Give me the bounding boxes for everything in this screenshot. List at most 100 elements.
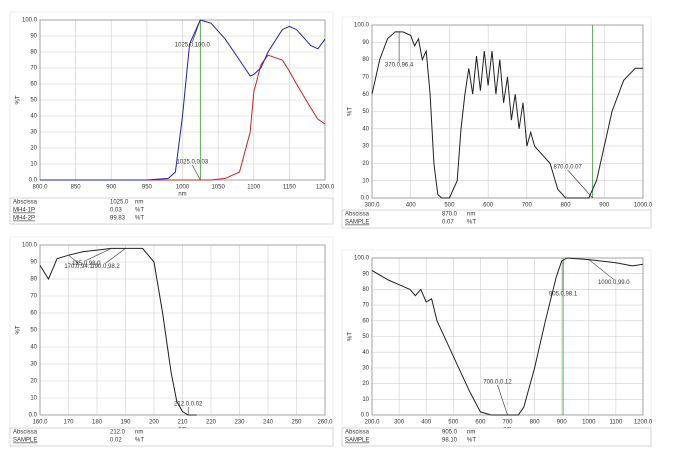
x-tick-label: 260.0 [317, 420, 333, 426]
y-tick-label: 80 [30, 50, 37, 56]
y-tick-label: 20 [30, 379, 37, 385]
legend-entry: MH4-2P [13, 216, 35, 222]
y-tick-label: 0.0 [29, 413, 38, 419]
x-tick-label: 500 [448, 420, 459, 426]
annotation-leader [105, 248, 126, 264]
x-tick-label: 180 [92, 420, 103, 426]
readout-header: 1025.0 [110, 200, 129, 206]
x-tick-label: 900 [106, 185, 117, 191]
readout-header: Abscissa [345, 212, 370, 218]
readout-header: nm [135, 200, 143, 206]
y-tick-label: 20 [362, 161, 369, 167]
x-tick-label: 400 [421, 420, 432, 426]
x-tick-label: 850 [71, 185, 82, 191]
x-tick-label: 230 [234, 420, 245, 426]
x-tick-label: 600 [483, 203, 494, 209]
y-tick-label: 70 [30, 66, 37, 72]
readout-value: 0.03 [110, 208, 122, 214]
y-tick-label: 100.0 [22, 243, 38, 249]
y-tick-label: 10 [30, 396, 37, 402]
x-tick-label: 800 [530, 420, 541, 426]
readout-value: %T [135, 216, 144, 222]
annotation-leader [86, 248, 112, 261]
y-tick-label: 90 [362, 271, 369, 277]
x-tick-label: 200.0 [364, 420, 380, 426]
x-tick-label: 210 [177, 420, 188, 426]
x-tick-label: 220 [206, 420, 217, 426]
y-tick-label: 60 [362, 318, 369, 324]
series-line [371, 257, 644, 416]
x-tick-label: 700 [502, 420, 513, 426]
y-tick-label: 20 [30, 146, 37, 152]
annotation-leader [588, 259, 614, 280]
series-line [39, 247, 197, 416]
readout-value: %T [135, 208, 144, 214]
y-tick-label: 70 [30, 294, 37, 300]
x-tick-label: 1000 [176, 185, 190, 191]
y-tick-label: 70 [362, 303, 369, 309]
readout-table [341, 427, 652, 447]
x-tick-label: 300.0 [364, 203, 380, 209]
x-tick-label: 1200.0 [634, 420, 653, 426]
annotation-leader [497, 384, 508, 416]
readout-table [9, 427, 334, 447]
x-tick-label: 1100 [609, 420, 623, 426]
x-tick-label: 240 [263, 420, 274, 426]
y-tick-label: 30 [362, 144, 369, 150]
x-tick-label: 900 [557, 420, 568, 426]
y-axis-label: %T [348, 107, 354, 116]
y-tick-label: 50 [30, 98, 37, 104]
legend-entry: SAMPLE [345, 220, 369, 226]
panel [9, 236, 334, 438]
y-tick-label: 80 [30, 277, 37, 283]
legend-entry: MH4-1P [13, 208, 35, 214]
x-tick-label: 1050 [211, 185, 225, 191]
y-tick-label: 40 [362, 350, 369, 356]
annotation: 1000.0,99.0 [598, 280, 630, 286]
x-tick-label: 900 [599, 203, 610, 209]
y-tick-label: 90 [30, 34, 37, 40]
readout-value: %T [135, 438, 144, 444]
series-line [371, 31, 643, 199]
x-tick-label: 300 [394, 420, 405, 426]
x-tick-label: 1200.0 [316, 185, 335, 191]
x-tick-label: 1150 [283, 185, 297, 191]
y-tick-label: 100.0 [354, 256, 370, 262]
annotation-leader [192, 19, 201, 43]
y-tick-label: 80 [362, 57, 369, 63]
readout-header: Abscissa [345, 430, 370, 436]
y-tick-label: 40 [362, 126, 369, 132]
readout-header: Abscissa [13, 200, 38, 206]
y-tick-label: 40 [30, 345, 37, 351]
x-tick-label: 400 [406, 203, 417, 209]
legend-entry: SAMPLE [345, 438, 369, 444]
y-tick-label: 0.0 [361, 196, 370, 202]
y-axis-label: %T [16, 325, 22, 334]
annotation: 870.0,0.07 [553, 165, 582, 171]
readout-header: nm [135, 430, 143, 436]
annotation: 700.0,0.12 [483, 380, 512, 386]
x-tick-label: 250 [291, 420, 302, 426]
x-tick-label: 170 [63, 420, 74, 426]
y-tick-label: 0.0 [361, 413, 370, 419]
x-tick-label: 700 [522, 203, 533, 209]
x-tick-label: 1000 [582, 420, 596, 426]
x-tick-label: 800.0 [32, 185, 48, 191]
readout-value: 98.10 [442, 438, 458, 444]
readout-header: nm [467, 430, 475, 436]
y-tick-label: 50 [362, 334, 369, 340]
annotation-leader [192, 164, 201, 181]
x-axis-label: nm [178, 192, 186, 198]
y-tick-label: 60 [30, 82, 37, 88]
annotation: 1025.0,100.0 [175, 43, 211, 49]
x-tick-label: 600 [475, 420, 486, 426]
y-tick-label: 80 [362, 287, 369, 293]
y-tick-label: 30 [30, 130, 37, 136]
panel [341, 249, 652, 438]
plot-frame [39, 244, 326, 416]
y-tick-label: 100.0 [354, 23, 370, 29]
x-tick-label: 200 [149, 420, 160, 426]
readout-value: 99.83 [110, 216, 126, 222]
x-tick-label: 950 [142, 185, 153, 191]
panel [341, 16, 652, 221]
